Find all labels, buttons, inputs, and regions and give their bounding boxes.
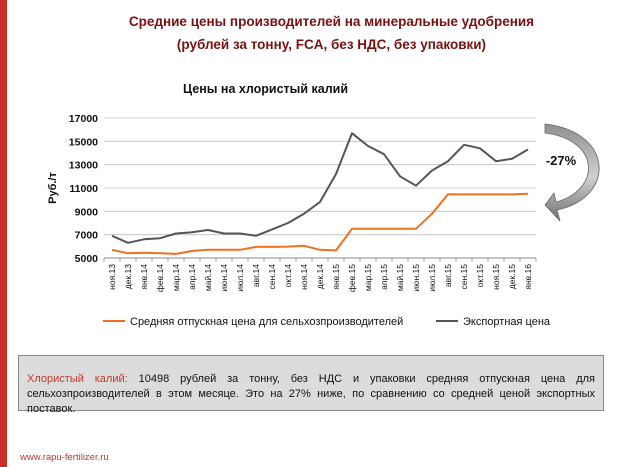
x-tick-label: сен.14 <box>267 264 277 290</box>
export-price-line <box>111 132 529 244</box>
percent-change-label: -27% <box>546 153 577 168</box>
y-tick-label: 9000 <box>75 206 99 218</box>
note-box: Хлористый калий: 10498 рублей за тонну, … <box>18 355 604 415</box>
x-tick-label: фев.15 <box>347 264 357 292</box>
x-tick-label: июн.14 <box>219 264 229 292</box>
y-tick-label: 13000 <box>69 160 98 172</box>
x-tick-label: дек.14 <box>315 264 325 289</box>
chart-title: Цены на хлористый калий <box>183 82 349 96</box>
x-tick-label: ноя.13 <box>107 264 117 290</box>
x-tick-label: окт.15 <box>475 264 485 288</box>
x-tick-label: июл.14 <box>235 264 245 292</box>
x-tick-label: авг.14 <box>251 264 261 287</box>
x-tick-label: июл.15 <box>427 264 437 292</box>
x-tick-label: янв.16 <box>523 264 533 290</box>
page-subtitle: (рублей за тонну, FCA, без НДС, без упак… <box>176 37 487 52</box>
x-tick-label: май.14 <box>203 264 213 291</box>
domestic-price-line <box>111 192 529 255</box>
footer-url: www.rapu-fertilizer.ru <box>20 452 109 463</box>
legend-label: Средняя отпускная цена для сельхозпроизв… <box>130 316 403 328</box>
x-tick-label: ноя.15 <box>491 264 501 290</box>
x-tick-label: авг.15 <box>443 264 453 287</box>
x-tick-label: фев.14 <box>155 264 165 292</box>
x-tick-label: апр.15 <box>379 264 389 290</box>
y-tick-label: 5000 <box>75 253 99 265</box>
x-tick-label: мар.14 <box>171 264 181 291</box>
y-tick-label: 11000 <box>69 183 98 195</box>
x-tick-label: янв.15 <box>331 264 341 290</box>
y-axis-label: Руб./т <box>47 172 59 204</box>
x-tick-label: дек.13 <box>123 264 133 289</box>
x-tick-label: янв.14 <box>139 264 149 290</box>
page-title: Средние цены производителей на минеральн… <box>128 14 535 29</box>
x-tick-label: апр.14 <box>187 264 197 290</box>
note-highlight: Хлористый калий: <box>27 373 128 385</box>
x-tick-label: окт.14 <box>283 264 293 288</box>
x-tick-label: сен.15 <box>459 264 469 290</box>
note-text: 10498 рублей за тонну, без НДС и упаковк… <box>27 373 596 415</box>
y-tick-label: 15000 <box>69 136 98 148</box>
x-tick-label: мар.15 <box>363 264 373 291</box>
x-tick-label: май.15 <box>395 264 405 291</box>
x-tick-label: июн.15 <box>411 264 421 292</box>
legend-label: Экспортная цена <box>463 316 551 328</box>
y-tick-label: 17000 <box>69 113 98 125</box>
curved-arrow-icon <box>544 123 600 222</box>
y-tick-label: 7000 <box>75 230 99 242</box>
x-tick-label: ноя.14 <box>299 264 309 290</box>
x-tick-label: дек.15 <box>507 264 517 289</box>
left-accent-bar <box>0 0 7 467</box>
